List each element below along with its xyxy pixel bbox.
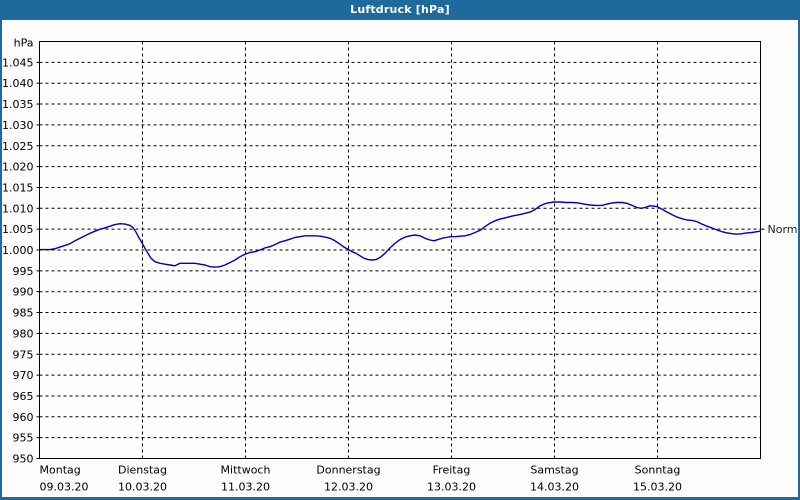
y-tick-label: 1.030 xyxy=(2,119,34,132)
y-tick-label: 955 xyxy=(13,432,34,445)
normal-label: Normal xyxy=(768,223,799,236)
y-tick-label: 1.020 xyxy=(2,161,34,174)
x-date-label: 12.03.20 xyxy=(324,481,373,494)
y-tick-label: 970 xyxy=(13,369,34,382)
y-tick-label: 1.045 xyxy=(2,56,34,69)
y-tick-label: 995 xyxy=(13,265,34,278)
x-day-label: Montag xyxy=(40,464,81,477)
y-tick-label: 975 xyxy=(13,348,34,361)
y-tick-label: 985 xyxy=(13,307,34,320)
pressure-line-chart: 1.045 1.040 1.035 1.030 1.025 1.020 1.015 1.010… xyxy=(2,37,799,494)
y-tick-label: 1.000 xyxy=(2,244,34,257)
y-tick-label: 1.010 xyxy=(2,202,34,215)
y-tick-label: 980 xyxy=(13,327,34,340)
x-day-label: Dienstag xyxy=(118,464,167,477)
y-tick-label: 950 xyxy=(13,453,34,466)
y-tick-label: 960 xyxy=(13,411,34,424)
y-axis-unit-label: hPa xyxy=(14,37,34,50)
x-day-label: Donnerstag xyxy=(316,464,380,477)
x-day-label: Freitag xyxy=(433,464,471,477)
window-title: Luftdruck [hPa] xyxy=(2,0,798,20)
x-date-label: 09.03.20 xyxy=(40,481,89,494)
x-date-label: 14.03.20 xyxy=(530,481,579,494)
x-date-label: 10.03.20 xyxy=(118,481,167,494)
y-tick-label: 990 xyxy=(13,286,34,299)
y-tick-label: 1.025 xyxy=(2,140,34,153)
y-tick-label: 1.040 xyxy=(2,77,34,90)
y-tick-label: 1.015 xyxy=(2,181,34,194)
x-date-label: 13.03.20 xyxy=(427,481,476,494)
x-date-label: 11.03.20 xyxy=(221,481,270,494)
y-tick-label: 1.005 xyxy=(2,223,34,236)
x-day-label: Samstag xyxy=(530,464,578,477)
y-tick-label: 965 xyxy=(13,390,34,403)
x-day-label: Sonntag xyxy=(635,464,681,477)
pressure-line xyxy=(38,201,761,268)
y-tick-label: 1.035 xyxy=(2,98,34,111)
x-date-label: 15.03.20 xyxy=(633,481,682,494)
x-day-label: Mittwoch xyxy=(221,464,271,477)
